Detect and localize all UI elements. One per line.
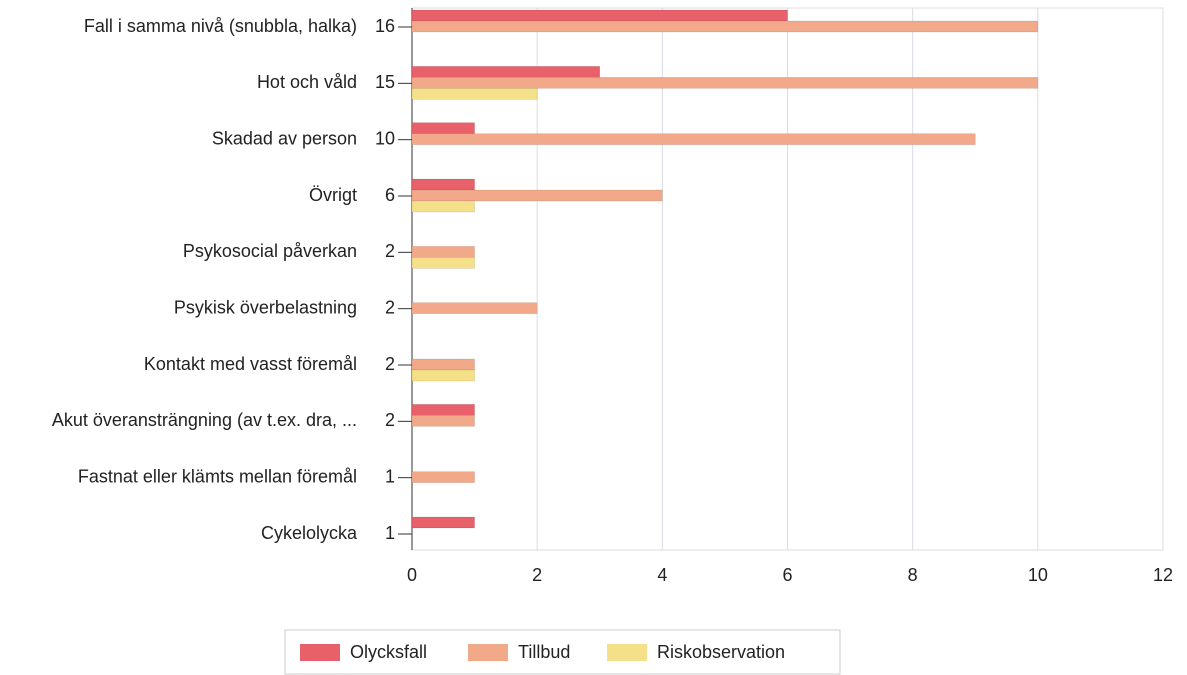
bar (411, 77, 1039, 89)
bar (411, 200, 475, 213)
bar (411, 9, 788, 22)
legend-swatch (607, 644, 647, 661)
bar (411, 369, 475, 382)
bar (411, 122, 475, 134)
legend-box (284, 629, 841, 675)
x-tick-label: 8 (908, 565, 918, 585)
category-total: 2 (385, 410, 395, 430)
bar (411, 189, 663, 202)
x-tick-label: 12 (1153, 565, 1173, 585)
category-total: 15 (375, 72, 395, 92)
bar (411, 404, 475, 416)
y-tick-label: Psykisk överbelastning (174, 297, 357, 317)
category-total: 10 (375, 128, 395, 148)
category-total: 2 (385, 297, 395, 317)
category-total: 2 (385, 241, 395, 261)
y-tick-label: Skadad av person (212, 128, 357, 148)
legend-label: Riskobservation (657, 642, 785, 662)
y-tick-label: Hot och våld (257, 72, 357, 92)
bar (411, 302, 538, 314)
category-total: 6 (385, 185, 395, 205)
bar (411, 178, 475, 191)
y-tick-label: Övrigt (309, 185, 357, 205)
x-tick-label: 4 (657, 565, 667, 585)
x-tick-label: 2 (532, 565, 542, 585)
x-tick-label: 6 (782, 565, 792, 585)
y-tick-label: Kontakt med vasst föremål (144, 354, 357, 374)
bar (411, 20, 1039, 33)
bar (411, 358, 475, 371)
y-tick-label: Psykosocial påverkan (183, 241, 357, 261)
bar (411, 88, 538, 100)
bar (411, 257, 475, 269)
legend-swatch (468, 644, 508, 661)
bar (411, 471, 475, 483)
y-tick-label: Akut överansträngning (av t.ex. dra, ... (52, 410, 357, 430)
bar (411, 415, 475, 427)
category-total: 1 (385, 466, 395, 486)
legend-label: Tillbud (518, 642, 570, 662)
x-tick-label: 10 (1028, 565, 1048, 585)
y-tick-label: Fastnat eller klämts mellan föremål (78, 466, 357, 486)
bar (411, 516, 475, 529)
category-total: 2 (385, 354, 395, 374)
y-tick-label: Fall i samma nivå (snubbla, halka) (84, 16, 357, 36)
category-total: 1 (385, 523, 395, 543)
bar (411, 246, 475, 258)
category-total: 16 (375, 16, 395, 36)
legend-label: Olycksfall (350, 642, 427, 662)
bar (411, 133, 976, 145)
y-tick-label: Cykelolycka (261, 523, 358, 543)
x-tick-label: 0 (407, 565, 417, 585)
bar (411, 66, 601, 78)
legend-swatch (300, 644, 340, 661)
